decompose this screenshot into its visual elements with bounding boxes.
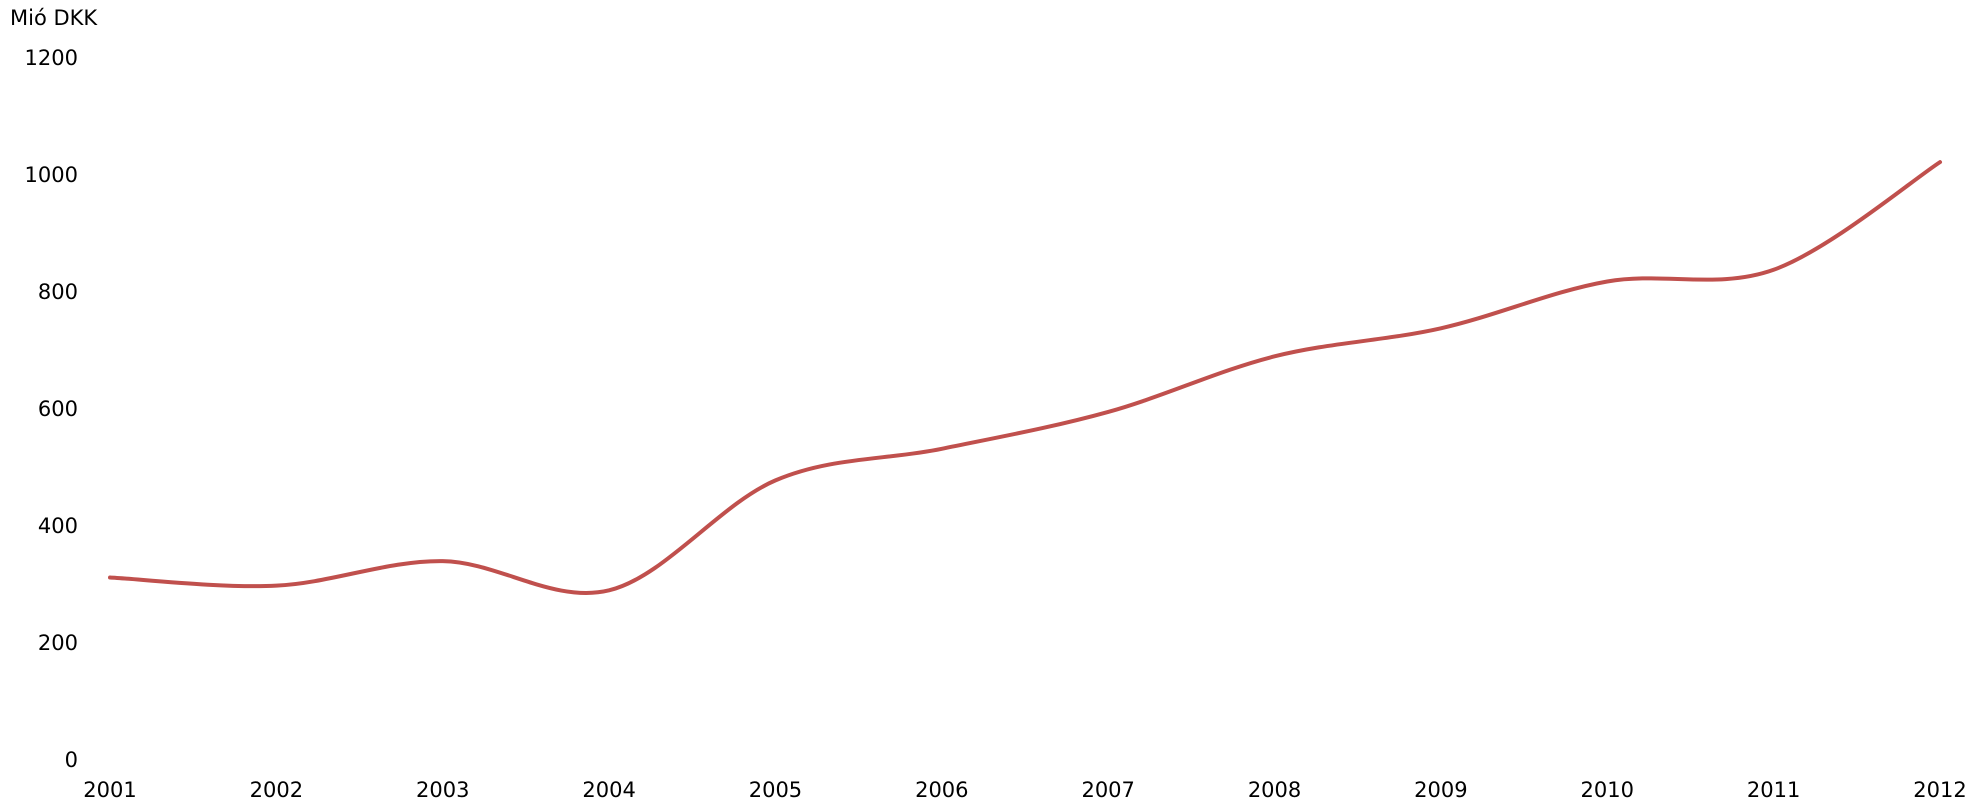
x-tick-label: 2001 (83, 778, 136, 802)
y-tick-label: 1000 (25, 163, 78, 187)
series-layer (108, 160, 1942, 596)
data-point (773, 478, 777, 482)
data-point (108, 575, 112, 579)
x-tick-label: 2006 (915, 778, 968, 802)
data-point (441, 559, 445, 563)
y-tick-label: 0 (65, 748, 78, 772)
x-tick-label: 2003 (416, 778, 469, 802)
x-tick-label: 2011 (1747, 778, 1800, 802)
y-tick-label: 1200 (25, 46, 78, 70)
data-point (940, 447, 944, 451)
y-axis-ticks: 0 200 400 600 800 1000 1200 (25, 46, 78, 772)
y-tick-label: 400 (38, 514, 78, 538)
x-tick-label: 2010 (1581, 778, 1634, 802)
x-tick-label: 2002 (250, 778, 303, 802)
y-tick-label: 600 (38, 397, 78, 421)
y-tick-label: 200 (38, 631, 78, 655)
data-point (274, 584, 278, 588)
data-point (1772, 268, 1776, 272)
data-point (607, 588, 611, 592)
data-point (1106, 410, 1110, 414)
x-tick-label: 2007 (1081, 778, 1134, 802)
x-tick-label: 2005 (749, 778, 802, 802)
x-tick-label: 2009 (1414, 778, 1467, 802)
x-tick-label: 2004 (582, 778, 635, 802)
data-point (1439, 326, 1443, 330)
data-point (1273, 354, 1277, 358)
x-tick-label: 2012 (1913, 778, 1966, 802)
data-point (1605, 279, 1609, 283)
series-line (108, 160, 1942, 596)
y-tick-label: 800 (38, 280, 78, 304)
y-axis-label: Mió DKK (10, 6, 98, 30)
x-axis-ticks: 2001 2002 2003 2004 2005 2006 2007 2008 2009 2010… (83, 778, 1966, 802)
data-point (1938, 160, 1942, 164)
x-tick-label: 2008 (1248, 778, 1301, 802)
